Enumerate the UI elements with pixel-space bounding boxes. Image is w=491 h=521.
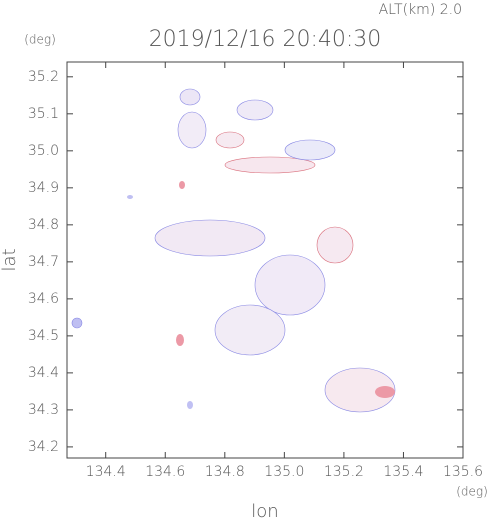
echo (284, 139, 336, 161)
x-tick-label: 135.2 (324, 464, 364, 480)
plot-frame (66, 61, 464, 459)
echo (127, 195, 133, 199)
y-tick-label: 34.5 (28, 328, 59, 344)
echo (176, 334, 184, 346)
y-tick-label: 34.8 (28, 217, 59, 233)
echo (316, 226, 354, 264)
x-axis-label: lon (251, 501, 278, 521)
echo (214, 304, 286, 356)
y-tick-label: 34.3 (28, 402, 59, 418)
y-tick-label: 34.6 (28, 291, 59, 307)
echo (187, 401, 193, 409)
echo (254, 254, 326, 316)
x-tick-label: 134.4 (86, 464, 126, 480)
y-tick-label: 35.2 (28, 69, 59, 85)
echo (224, 156, 316, 174)
y-tick-label: 34.4 (28, 365, 59, 381)
echo (375, 386, 395, 398)
echo (215, 131, 245, 149)
y-tick-label: 34.2 (28, 439, 59, 455)
y-axis-label: lat (0, 248, 20, 271)
x-tick-label: 135.0 (264, 464, 304, 480)
echo (324, 367, 396, 413)
x-tick-label: 135.6 (443, 464, 483, 480)
echo (179, 181, 185, 189)
chart-title: 2019/12/16 20:40:30 (149, 27, 382, 52)
echo (179, 88, 201, 106)
y-tick-label: 34.7 (28, 254, 59, 270)
y-unit: (deg) (24, 33, 56, 47)
radar-echoes (71, 88, 396, 413)
echo (236, 99, 274, 121)
echo (154, 219, 266, 257)
subtitle: ALT(km) 2.0 (379, 2, 462, 18)
x-tick-label: 134.8 (205, 464, 245, 480)
y-tick-label: 34.9 (28, 180, 59, 196)
echo (71, 317, 83, 329)
echo (177, 111, 207, 149)
y-tick-label: 35.1 (28, 106, 59, 122)
x-tick-label: 134.6 (145, 464, 185, 480)
y-tick-label: 35.0 (28, 143, 59, 159)
x-tick-label: 135.4 (383, 464, 423, 480)
x-unit: (deg) (456, 485, 488, 499)
